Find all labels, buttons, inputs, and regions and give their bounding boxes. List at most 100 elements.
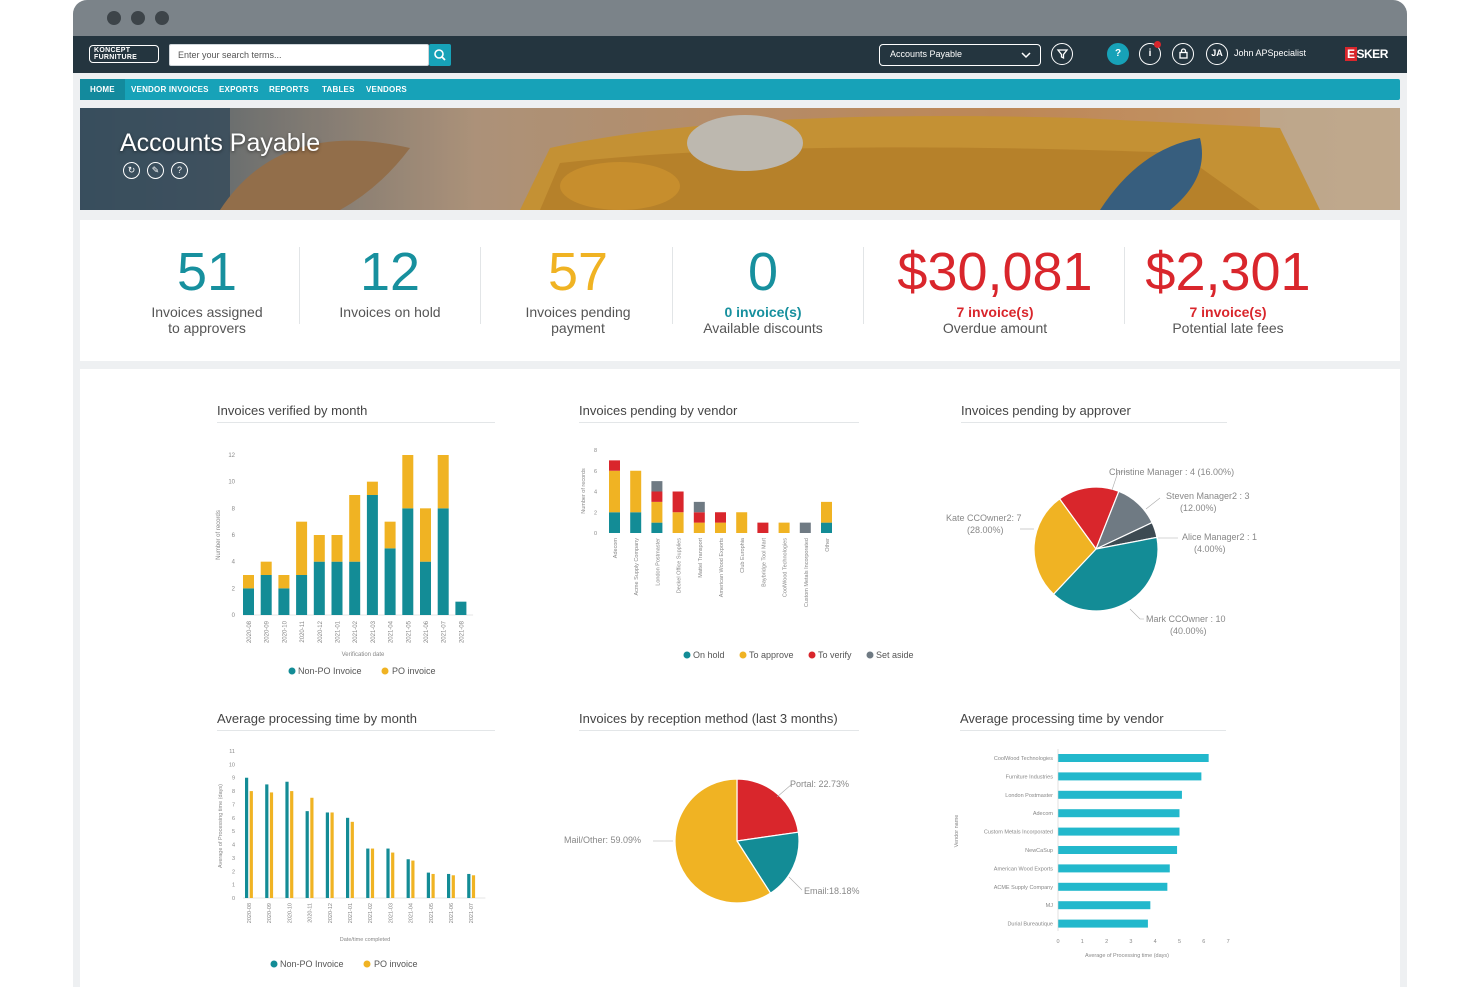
kpi-invoices-on-hold[interactable]: 12 Invoices on hold	[310, 220, 470, 320]
bar	[1058, 864, 1170, 873]
pencil-icon: ✎	[151, 165, 160, 175]
nav-exports[interactable]: EXPORTS	[219, 85, 259, 94]
y-tick-label: Adecom	[1033, 811, 1054, 817]
kpi-invoices-assigned[interactable]: 51 Invoices assigned to approvers	[127, 220, 287, 336]
user-initials: JA	[1211, 48, 1223, 58]
pie-label: Steven Manager2 : 3	[1166, 491, 1250, 501]
pie-label: (12.00%)	[1180, 503, 1217, 513]
kpi-potential-late-fees[interactable]: $2,301 7 invoice(s) Potential late fees	[1138, 220, 1318, 336]
nav-vendors[interactable]: VENDORS	[366, 85, 407, 94]
refresh-button[interactable]: ↻	[123, 162, 140, 179]
chart-title-rule	[579, 730, 859, 731]
bar-segment	[402, 455, 414, 509]
bar-segment	[331, 535, 343, 562]
app-topbar: KONCEPT FURNITURE Enter your search term…	[73, 36, 1407, 73]
search-button[interactable]	[429, 44, 451, 66]
bar-segment	[313, 535, 325, 562]
chevron-down-icon	[1021, 52, 1031, 59]
bar-segment	[331, 561, 343, 615]
company-logo[interactable]: KONCEPT FURNITURE	[89, 45, 159, 63]
kpi-value: 12	[359, 242, 421, 302]
legend-swatch	[739, 651, 747, 659]
pie-slice	[1058, 486, 1120, 551]
bar	[285, 781, 289, 898]
y-axis-label: Average of Processing time (days)	[218, 784, 224, 868]
kpi-value: 57	[547, 242, 609, 302]
info-icon: i	[1148, 48, 1152, 59]
notification-badge	[1154, 41, 1161, 48]
nav-reports[interactable]: REPORTS	[269, 85, 310, 94]
x-tick-label: 2021-08	[459, 620, 465, 643]
bar-segment	[715, 522, 726, 533]
x-tick-label: 2021-07	[442, 620, 448, 643]
y-tick-label: ACME Supply Company	[994, 885, 1054, 891]
nav-vendor-invoices[interactable]: VENDOR INVOICES	[131, 85, 209, 94]
user-name[interactable]: John APSpecialist	[1234, 48, 1307, 58]
kpi-label: Invoices assigned	[151, 304, 263, 320]
legend-swatch	[866, 651, 874, 659]
chart-title: Invoices pending by approver	[961, 403, 1131, 418]
bar	[330, 812, 334, 898]
y-tick-label: CoolWood Technologies	[994, 756, 1053, 762]
question-icon: ?	[176, 165, 182, 175]
y-tick-label: 5	[232, 829, 235, 835]
kpi-overdue-amount[interactable]: $30,081 7 invoice(s) Overdue amount	[890, 220, 1100, 336]
x-tick-label: CoolWood Technologies	[783, 538, 789, 597]
legend-label: Non-PO Invoice	[298, 666, 362, 676]
nav-tables[interactable]: TABLES	[322, 85, 355, 94]
kpi-available-discounts[interactable]: 0 0 invoice(s) Available discounts	[683, 220, 843, 336]
y-tick-label: 1	[232, 883, 235, 889]
chart-title-rule	[961, 422, 1227, 423]
bar-segment	[296, 521, 308, 575]
kpi-value: $2,301	[1145, 242, 1311, 302]
bar	[366, 848, 370, 898]
y-tick-label: 4	[232, 843, 235, 849]
notifications-button[interactable]: i	[1139, 41, 1161, 65]
nav-home[interactable]: HOME	[80, 79, 125, 100]
y-tick-label: 8	[232, 789, 235, 795]
y-tick-label: London Postmaster	[1005, 793, 1053, 799]
legend-swatch	[363, 960, 371, 968]
pie-label: Christine Manager : 4 (16.00%)	[1109, 467, 1234, 477]
kpi-sub: 7 invoice(s)	[1189, 304, 1267, 320]
bar-segment	[821, 522, 832, 533]
window-minimize-dot[interactable]	[131, 11, 145, 25]
legend-label: To verify	[818, 650, 852, 660]
y-tick-label: 6	[232, 533, 236, 539]
leader-line	[1111, 471, 1130, 491]
pie-label: (28.00%)	[967, 525, 1004, 535]
bar	[245, 777, 249, 898]
user-avatar[interactable]: JA	[1206, 43, 1228, 65]
kpi-invoices-pending-payment[interactable]: 57 Invoices pending payment	[498, 220, 658, 336]
leader-line	[788, 876, 803, 891]
bar	[1058, 754, 1209, 762]
bar	[451, 875, 455, 898]
help-button[interactable]: ?	[1107, 43, 1129, 65]
bar-segment	[757, 522, 769, 533]
page-help-button[interactable]: ?	[171, 162, 188, 179]
legend-label: On hold	[693, 650, 725, 660]
bar	[350, 821, 354, 898]
pie-label: Kate CCOwner2: 7	[946, 513, 1022, 523]
legend-label: Set aside	[876, 650, 914, 660]
app-selector-dropdown[interactable]: Accounts Payable	[879, 44, 1041, 66]
search-input[interactable]: Enter your search terms...	[169, 44, 429, 66]
bar-segment	[384, 548, 396, 615]
window-close-dot[interactable]	[107, 11, 121, 25]
x-tick-label: 2	[1105, 939, 1108, 945]
x-axis-label: Date/time completed	[340, 937, 390, 943]
hero-background-image	[80, 108, 1400, 210]
kpi-panel: 51 Invoices assigned to approvers 12 Inv…	[80, 220, 1400, 361]
window-maximize-dot[interactable]	[155, 11, 169, 25]
y-tick-label: Furniture Industries	[1006, 774, 1054, 780]
pie-slice	[674, 778, 772, 904]
filter-menu-button[interactable]	[1051, 43, 1073, 65]
edit-button[interactable]: ✎	[147, 162, 164, 179]
browser-window: KONCEPT FURNITURE Enter your search term…	[73, 0, 1407, 987]
main-nav: HOME VENDOR INVOICES EXPORTS REPORTS TAB…	[80, 79, 1400, 100]
x-tick-label: Adecom	[613, 538, 619, 559]
kpi-value: 51	[176, 242, 238, 302]
security-button[interactable]	[1172, 43, 1194, 65]
x-tick-label: 4	[1154, 939, 1157, 945]
bar	[1058, 772, 1202, 781]
